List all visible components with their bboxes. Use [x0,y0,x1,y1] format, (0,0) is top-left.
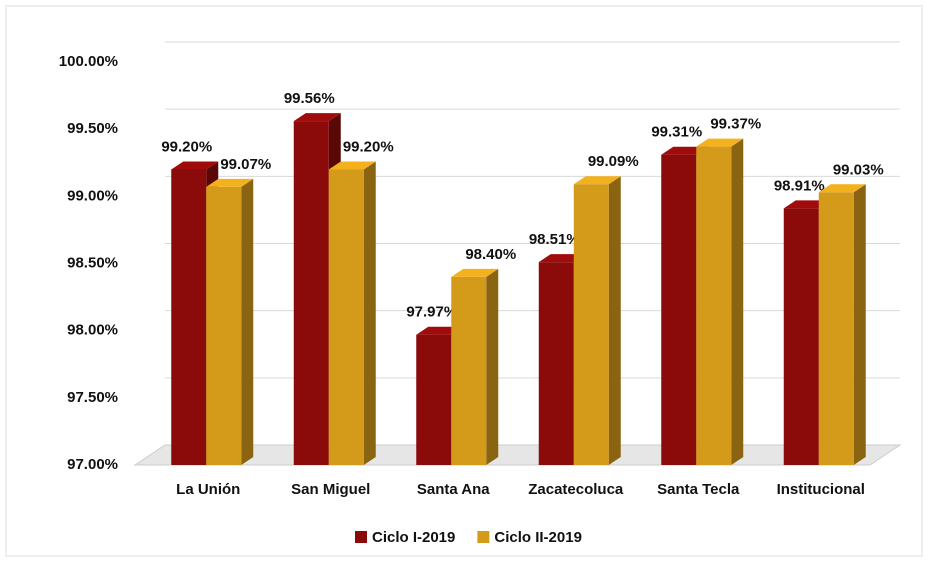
y-tick-label: 98.00% [67,322,118,339]
bar [328,169,364,465]
data-label: 99.07% [220,156,271,173]
x-tick-label: La Unión [176,481,240,498]
data-label: 99.56% [284,90,335,107]
bar-side [608,176,621,465]
x-tick-label: Institucional [777,481,865,498]
bar-top [293,113,341,122]
legend-swatch [355,531,367,543]
bar-top [171,161,219,170]
x-tick-label: Santa Ana [417,481,490,498]
data-label: 99.31% [651,124,702,141]
bar-side [853,184,866,465]
bar [293,121,329,466]
data-label: 99.20% [161,138,212,155]
bar [171,169,207,465]
bar [783,208,819,465]
bar [206,186,242,465]
legend-label: Ciclo I-2019 [372,529,455,546]
bar [818,192,854,465]
data-label: 99.37% [710,116,761,133]
y-tick-label: 97.00% [67,456,118,473]
bar [696,146,732,465]
bar-top [818,184,866,193]
legend-label: Ciclo II-2019 [494,529,582,546]
bar-top [573,176,621,185]
data-label: 98.51% [529,231,580,248]
bar [538,262,574,465]
y-tick-label: 99.00% [67,187,118,204]
data-label: 99.09% [588,153,639,170]
bar-top [328,161,376,170]
bar-top [206,178,254,187]
x-tick-label: Zacatecoluca [528,481,624,498]
bar-side [486,268,499,465]
y-tick-label: 99.50% [67,120,118,137]
data-label: 97.97% [406,304,457,321]
data-label: 98.91% [774,177,825,194]
y-tick-label: 100.00% [59,53,118,70]
bar-side [241,178,254,465]
bar-side [363,161,376,465]
y-tick-label: 98.50% [67,254,118,271]
bar [416,334,452,465]
legend-swatch [477,531,490,543]
x-tick-label: San Miguel [291,481,370,498]
bar [573,184,609,465]
bar-top [696,138,744,147]
bar [661,154,697,465]
data-label: 99.03% [833,161,884,178]
bar [451,276,487,465]
data-label: 99.20% [343,138,394,155]
y-tick-label: 97.50% [67,389,118,406]
bar-side [731,138,744,465]
data-label: 98.40% [465,246,516,263]
x-tick-label: Santa Tecla [657,481,740,498]
bar-top [451,268,499,277]
